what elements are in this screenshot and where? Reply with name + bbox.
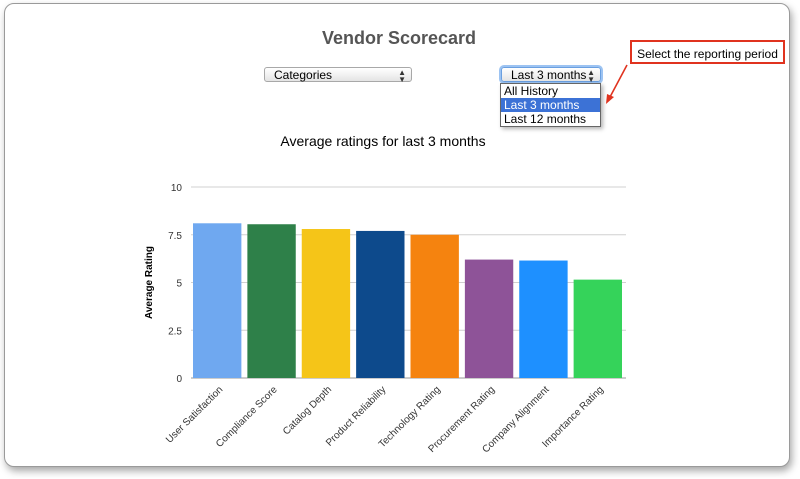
callout-box: Select the reporting period bbox=[630, 40, 785, 64]
callout-arrowhead-icon bbox=[606, 94, 614, 104]
period-option-last-3-months[interactable]: Last 3 months bbox=[501, 98, 600, 112]
bar bbox=[301, 229, 351, 378]
x-tick-label: Catalog Depth bbox=[281, 384, 334, 437]
y-tick-label: 10 bbox=[171, 183, 183, 194]
bar bbox=[410, 234, 459, 378]
y-tick-label: 0 bbox=[176, 374, 182, 385]
x-tick-label: User Satisfaction bbox=[164, 384, 225, 445]
categories-select[interactable]: Categories ▲ ▼ bbox=[264, 67, 412, 84]
x-tick-label: Compliance Score bbox=[214, 384, 280, 450]
callout-arrow bbox=[609, 64, 628, 98]
bar-chart: 0 2.5 5 7.5 10 Average Rating User Satisfactio… bbox=[144, 183, 626, 455]
bar bbox=[356, 230, 405, 378]
chart-title: Average ratings for last 3 months bbox=[280, 133, 486, 149]
select-arrows-icon: ▲ ▼ bbox=[587, 68, 595, 84]
bar bbox=[193, 223, 242, 378]
period-dropdown-list: All History Last 3 months Last 12 months bbox=[500, 83, 601, 127]
select-arrows-icon: ▲ ▼ bbox=[398, 68, 406, 84]
bar bbox=[464, 259, 514, 378]
y-tick-label: 7.5 bbox=[168, 231, 182, 242]
x-tick-label: Product Reliability bbox=[324, 384, 388, 448]
period-option-last-12-months[interactable]: Last 12 months bbox=[504, 112, 587, 126]
y-tick-label: 2.5 bbox=[168, 326, 182, 337]
x-tick-label: Importance Rating bbox=[540, 384, 606, 450]
bar bbox=[519, 260, 568, 378]
page-title: Vendor Scorecard bbox=[321, 28, 477, 48]
bar bbox=[573, 279, 622, 378]
period-option-all-history[interactable]: All History bbox=[504, 84, 559, 98]
y-axis-label: Average Rating bbox=[144, 246, 155, 319]
period-select-value: Last 3 months bbox=[511, 68, 587, 82]
categories-select-value: Categories bbox=[274, 68, 333, 82]
bar bbox=[247, 224, 296, 378]
period-select[interactable]: Last 3 months ▲ ▼ bbox=[501, 67, 601, 84]
y-tick-label: 5 bbox=[176, 279, 182, 290]
